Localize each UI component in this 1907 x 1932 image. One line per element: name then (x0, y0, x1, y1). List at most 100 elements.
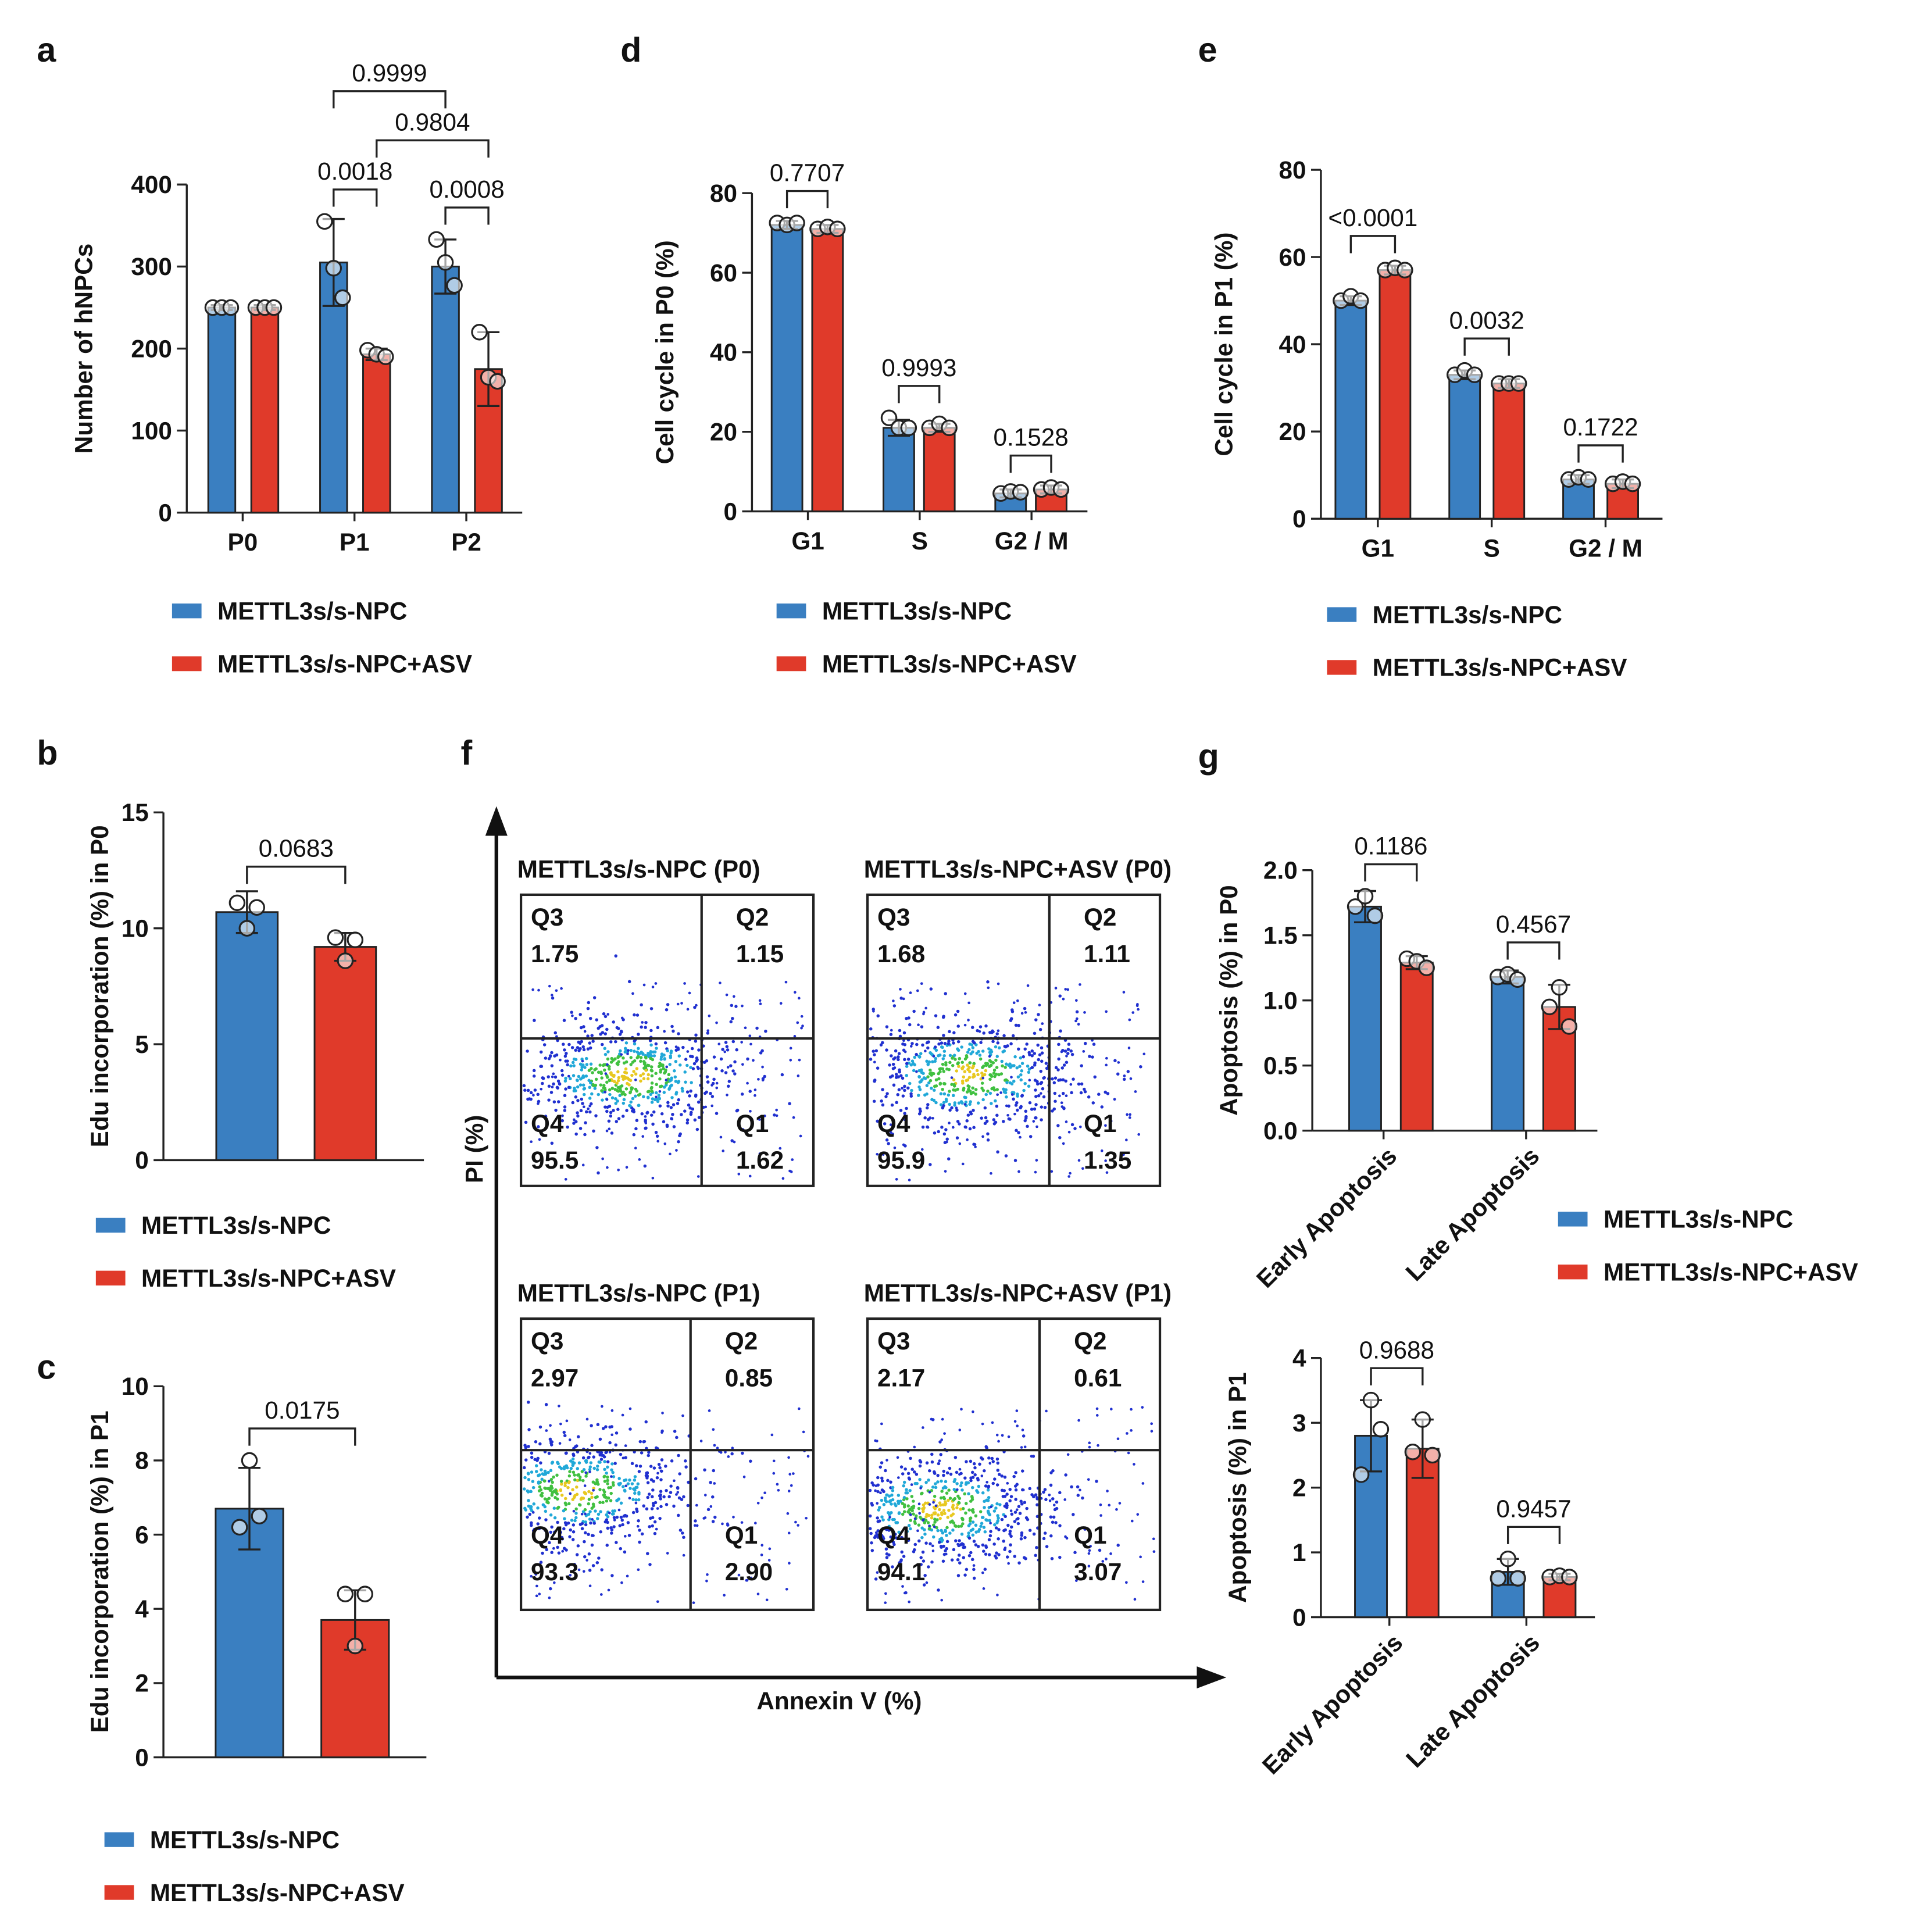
flow-dot (561, 1549, 565, 1553)
flow-dot (964, 1100, 968, 1104)
flow-dot (598, 1453, 602, 1457)
flow-dot (880, 1422, 883, 1426)
flow-dot (734, 1005, 738, 1008)
flow-dot (568, 1470, 572, 1473)
flow-dot (1052, 1515, 1056, 1519)
flow-dot (660, 1431, 663, 1434)
flow-dot (987, 1553, 991, 1556)
flow-dot (598, 1501, 602, 1504)
flow-dot (582, 1105, 585, 1109)
flow-dot (955, 1136, 959, 1140)
flow-dot (939, 1067, 942, 1070)
flow-dot (645, 1507, 649, 1510)
flow-dot (677, 1496, 681, 1500)
flow-dot (556, 1520, 559, 1524)
flow-dot (1015, 1101, 1019, 1105)
flow-dot (916, 989, 919, 992)
flow-dot (1095, 1414, 1099, 1417)
flow-dot (562, 1019, 566, 1022)
flow-dot (890, 1511, 893, 1515)
flow-dot (1006, 1044, 1009, 1048)
flow-dot (926, 1046, 930, 1050)
flow-dot (1023, 1006, 1027, 1010)
flow-dot (869, 1027, 873, 1031)
flow-dot (629, 1100, 633, 1104)
flow-dot (595, 1468, 599, 1472)
flow-dot (1105, 1056, 1108, 1060)
flow-dot (787, 1531, 791, 1535)
flow-dot (659, 1063, 663, 1066)
flow-dot (870, 1541, 873, 1545)
y-axis-label: Cell cycle in P1 (%) (1210, 233, 1238, 456)
flow-dot (909, 1063, 913, 1067)
flow-dot (624, 1067, 628, 1071)
flow-dot (694, 1040, 698, 1043)
flow-dot (940, 1529, 943, 1533)
panel-letter: a (37, 30, 56, 69)
flow-dot (1000, 1059, 1004, 1063)
flow-dot (931, 1544, 934, 1548)
flow-dot (685, 1090, 690, 1094)
flow-dot (599, 1510, 602, 1513)
flow-dot (992, 1122, 997, 1126)
flow-dot (603, 1015, 608, 1019)
flow-dot (917, 1112, 922, 1116)
y-axis-label: PI (%) (461, 1115, 488, 1183)
flow-dot (1055, 1500, 1059, 1504)
flow-dot (895, 1537, 899, 1540)
flow-dot (789, 1059, 792, 1062)
flow-dot (583, 1066, 587, 1069)
flow-dot (1043, 1488, 1047, 1491)
data-point (347, 1637, 364, 1655)
flow-dot (531, 1511, 535, 1514)
flow-dot (620, 1084, 624, 1088)
flow-dot (740, 1521, 744, 1524)
flow-dot (971, 1470, 974, 1474)
flow-dot (694, 1519, 697, 1523)
p-value: 0.1186 (1354, 833, 1427, 860)
flow-dot (715, 1021, 718, 1024)
flow-dot (1028, 1101, 1032, 1105)
data-point (1414, 1411, 1431, 1428)
flow-dot (969, 1551, 973, 1555)
flow-dot (544, 1518, 548, 1522)
legend-swatch (1327, 660, 1357, 675)
flow-dot (906, 1538, 910, 1542)
flow-dot (1045, 1409, 1048, 1413)
flow-dot (677, 1513, 680, 1517)
flow-dot (1051, 1109, 1054, 1113)
flow-dot (953, 1497, 957, 1501)
flow-dot (574, 1507, 578, 1511)
flow-dot (936, 1473, 940, 1477)
flow-dot (549, 1530, 552, 1534)
flow-dot (995, 1104, 999, 1108)
flow-dot (956, 1087, 959, 1091)
flow-dot (1058, 994, 1062, 998)
flow-dot (988, 1462, 992, 1465)
flow-dot (651, 1097, 655, 1101)
flow-dot (996, 1093, 999, 1097)
flow-dot (919, 1109, 922, 1113)
flow-dot (950, 1083, 954, 1086)
flow-dot (903, 1117, 906, 1121)
flow-dot (608, 1067, 611, 1071)
data-point (1499, 1551, 1516, 1567)
y-tick-label: 2 (1292, 1474, 1306, 1501)
flow-dot (652, 1054, 656, 1058)
flow-dot (586, 1047, 590, 1051)
flow-dot (779, 1002, 783, 1005)
flow-dot (880, 1515, 884, 1519)
flow-box (866, 1317, 1162, 1612)
flow-dot (963, 1057, 967, 1061)
flow-dot (592, 1488, 595, 1492)
flow-dot (1015, 1508, 1019, 1512)
flow-dot (566, 1059, 569, 1063)
flow-dot (884, 1095, 888, 1098)
flow-dot (560, 1537, 565, 1541)
flow-dot (903, 1050, 907, 1054)
flow-dot (561, 1114, 564, 1117)
flow-dot (985, 1481, 989, 1484)
y-tick-label: 20 (1279, 418, 1306, 445)
flow-dot (655, 1134, 659, 1138)
flow-dot (1141, 1406, 1144, 1409)
